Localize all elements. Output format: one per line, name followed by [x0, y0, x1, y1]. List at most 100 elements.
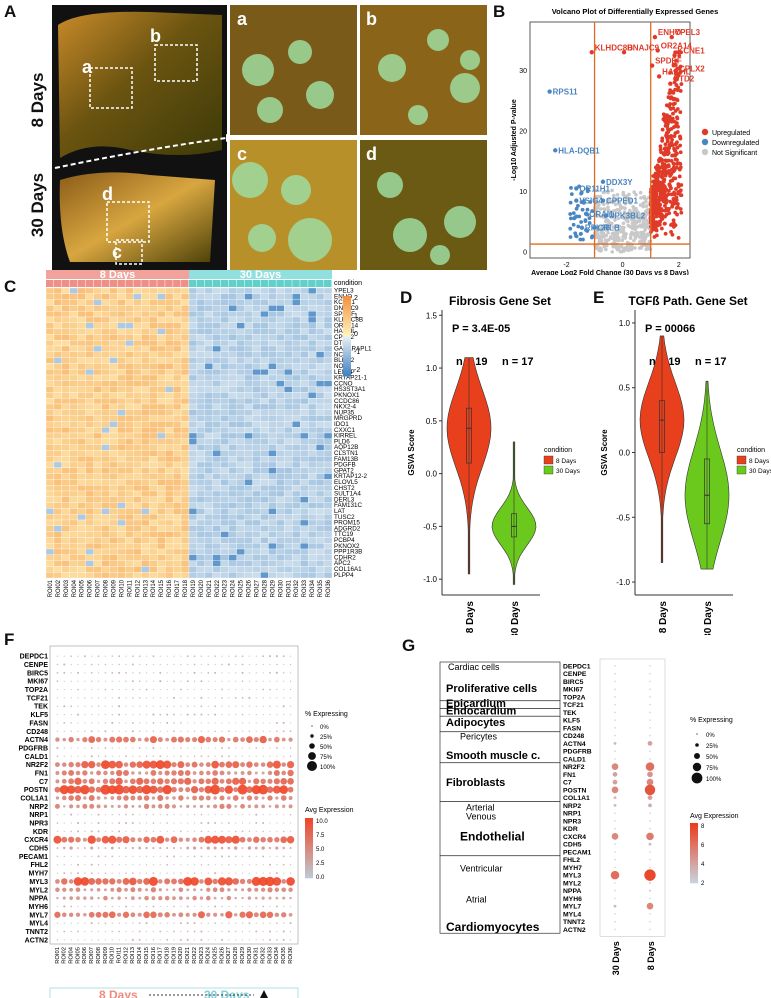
expression-dot: [130, 837, 136, 843]
heatmap-cell: [228, 543, 237, 550]
up-point: [672, 134, 677, 139]
expression-dot: [221, 864, 223, 866]
expression-dot: [61, 878, 68, 885]
y-tick-label: 0.0: [619, 449, 631, 458]
heatmap-cell: [204, 415, 213, 422]
heatmap-cell: [212, 415, 221, 422]
expression-dot: [227, 822, 230, 824]
heatmap-cell: [117, 334, 126, 341]
ns-point: [639, 224, 644, 229]
heatmap-cell: [308, 363, 317, 370]
expression-dot: [268, 655, 272, 658]
expression-dot: [186, 888, 190, 892]
heatmap-cell: [260, 560, 269, 567]
heatmap-cell: [308, 299, 317, 306]
heatmap-cell: [157, 554, 166, 561]
expression-dot: [248, 696, 251, 699]
heatmap-cell: [252, 293, 261, 300]
expression-dot: [77, 922, 79, 924]
ns-point: [602, 235, 606, 239]
expression-dot: [224, 785, 234, 794]
heatmap-cell: [220, 461, 229, 468]
p-value-label: P = 3.4E-05: [452, 323, 510, 335]
expression-dot: [70, 905, 73, 908]
heatmap-cell: [228, 403, 237, 410]
heatmap-cell: [292, 380, 301, 387]
y-tick-label: -1.0: [423, 575, 437, 584]
heatmap-cell: [252, 386, 261, 393]
scale-segment: [343, 324, 351, 327]
expression-dot: [221, 755, 223, 758]
heatmap-sample-label: ROI27: [255, 579, 261, 597]
ns-point: [611, 225, 616, 229]
heatmap-cell: [284, 403, 293, 410]
heatmap-gene-label: TTC19: [334, 531, 354, 538]
expression-dot: [193, 830, 196, 832]
heatmap-cell: [172, 514, 182, 521]
expression-dot: [114, 784, 124, 795]
heatmap-cell: [85, 485, 94, 492]
heatmap-cell: [292, 403, 301, 410]
expression-dot: [159, 655, 161, 657]
heatmap-cell: [196, 572, 206, 579]
expression-dot: [62, 887, 67, 892]
expression-dot: [90, 663, 93, 666]
expression-dot: [97, 672, 100, 674]
heatmap-sample-label: ROI21: [207, 579, 213, 597]
heatmap-cell: [244, 525, 253, 532]
expression-dot: [159, 730, 161, 732]
heatmap-cell: [323, 369, 333, 376]
heatmap-cell: [93, 560, 102, 567]
color-legend-segment: [305, 842, 313, 845]
dotplot-gene-label: CD248: [563, 733, 584, 740]
heatmap-cell: [315, 485, 325, 492]
heatmap-cell: [228, 514, 237, 521]
expression-dot: [227, 855, 230, 858]
heatmap-cell: [165, 473, 174, 480]
expression-dot: [649, 703, 651, 706]
heatmap-cell: [180, 421, 190, 428]
heatmap-cell: [125, 374, 134, 381]
expression-dot: [61, 778, 67, 784]
heatmap-cell: [212, 461, 221, 468]
heatmap-cell: [180, 502, 190, 509]
heatmap-cell: [45, 502, 55, 509]
heatmap-cell: [292, 548, 301, 555]
gene-label-up: CPLX2: [679, 64, 705, 73]
dotplot-gene-label: NRP1: [563, 811, 581, 818]
heatmap-cell: [77, 456, 86, 463]
heatmap-cell: [308, 467, 317, 474]
expression-dot: [649, 750, 651, 752]
heatmap-cell: [220, 316, 229, 323]
expression-dot: [150, 887, 157, 893]
expression-dot: [200, 938, 203, 941]
ns-point: [632, 238, 636, 243]
expression-dot: [193, 822, 196, 824]
expression-dot: [74, 785, 82, 794]
heatmap-cell: [101, 305, 110, 312]
down-point: [587, 216, 592, 221]
expression-dot: [131, 938, 134, 941]
heatmap-cell: [141, 566, 150, 573]
heatmap-cell: [180, 566, 190, 573]
expression-dot: [73, 877, 83, 886]
expression-dot: [74, 777, 82, 785]
expression-dot: [111, 721, 114, 724]
y-axis-label: GSVA Score: [407, 429, 416, 476]
heatmap-cell: [196, 369, 206, 376]
heatmap-cell: [244, 305, 253, 312]
up-point: [662, 184, 667, 189]
heatmap-cell: [284, 357, 293, 364]
up-point: [663, 221, 667, 226]
expression-dot: [152, 655, 155, 658]
expression-dot: [118, 930, 120, 933]
condition-cell: [308, 280, 316, 287]
heatmap-cell: [85, 322, 94, 329]
heatmap-cell: [109, 421, 118, 428]
expression-dot: [70, 688, 72, 691]
expression-dot: [104, 672, 107, 674]
heatmap-cell: [236, 409, 245, 416]
expression-dot: [56, 746, 59, 749]
heatmap-cell: [220, 421, 229, 428]
